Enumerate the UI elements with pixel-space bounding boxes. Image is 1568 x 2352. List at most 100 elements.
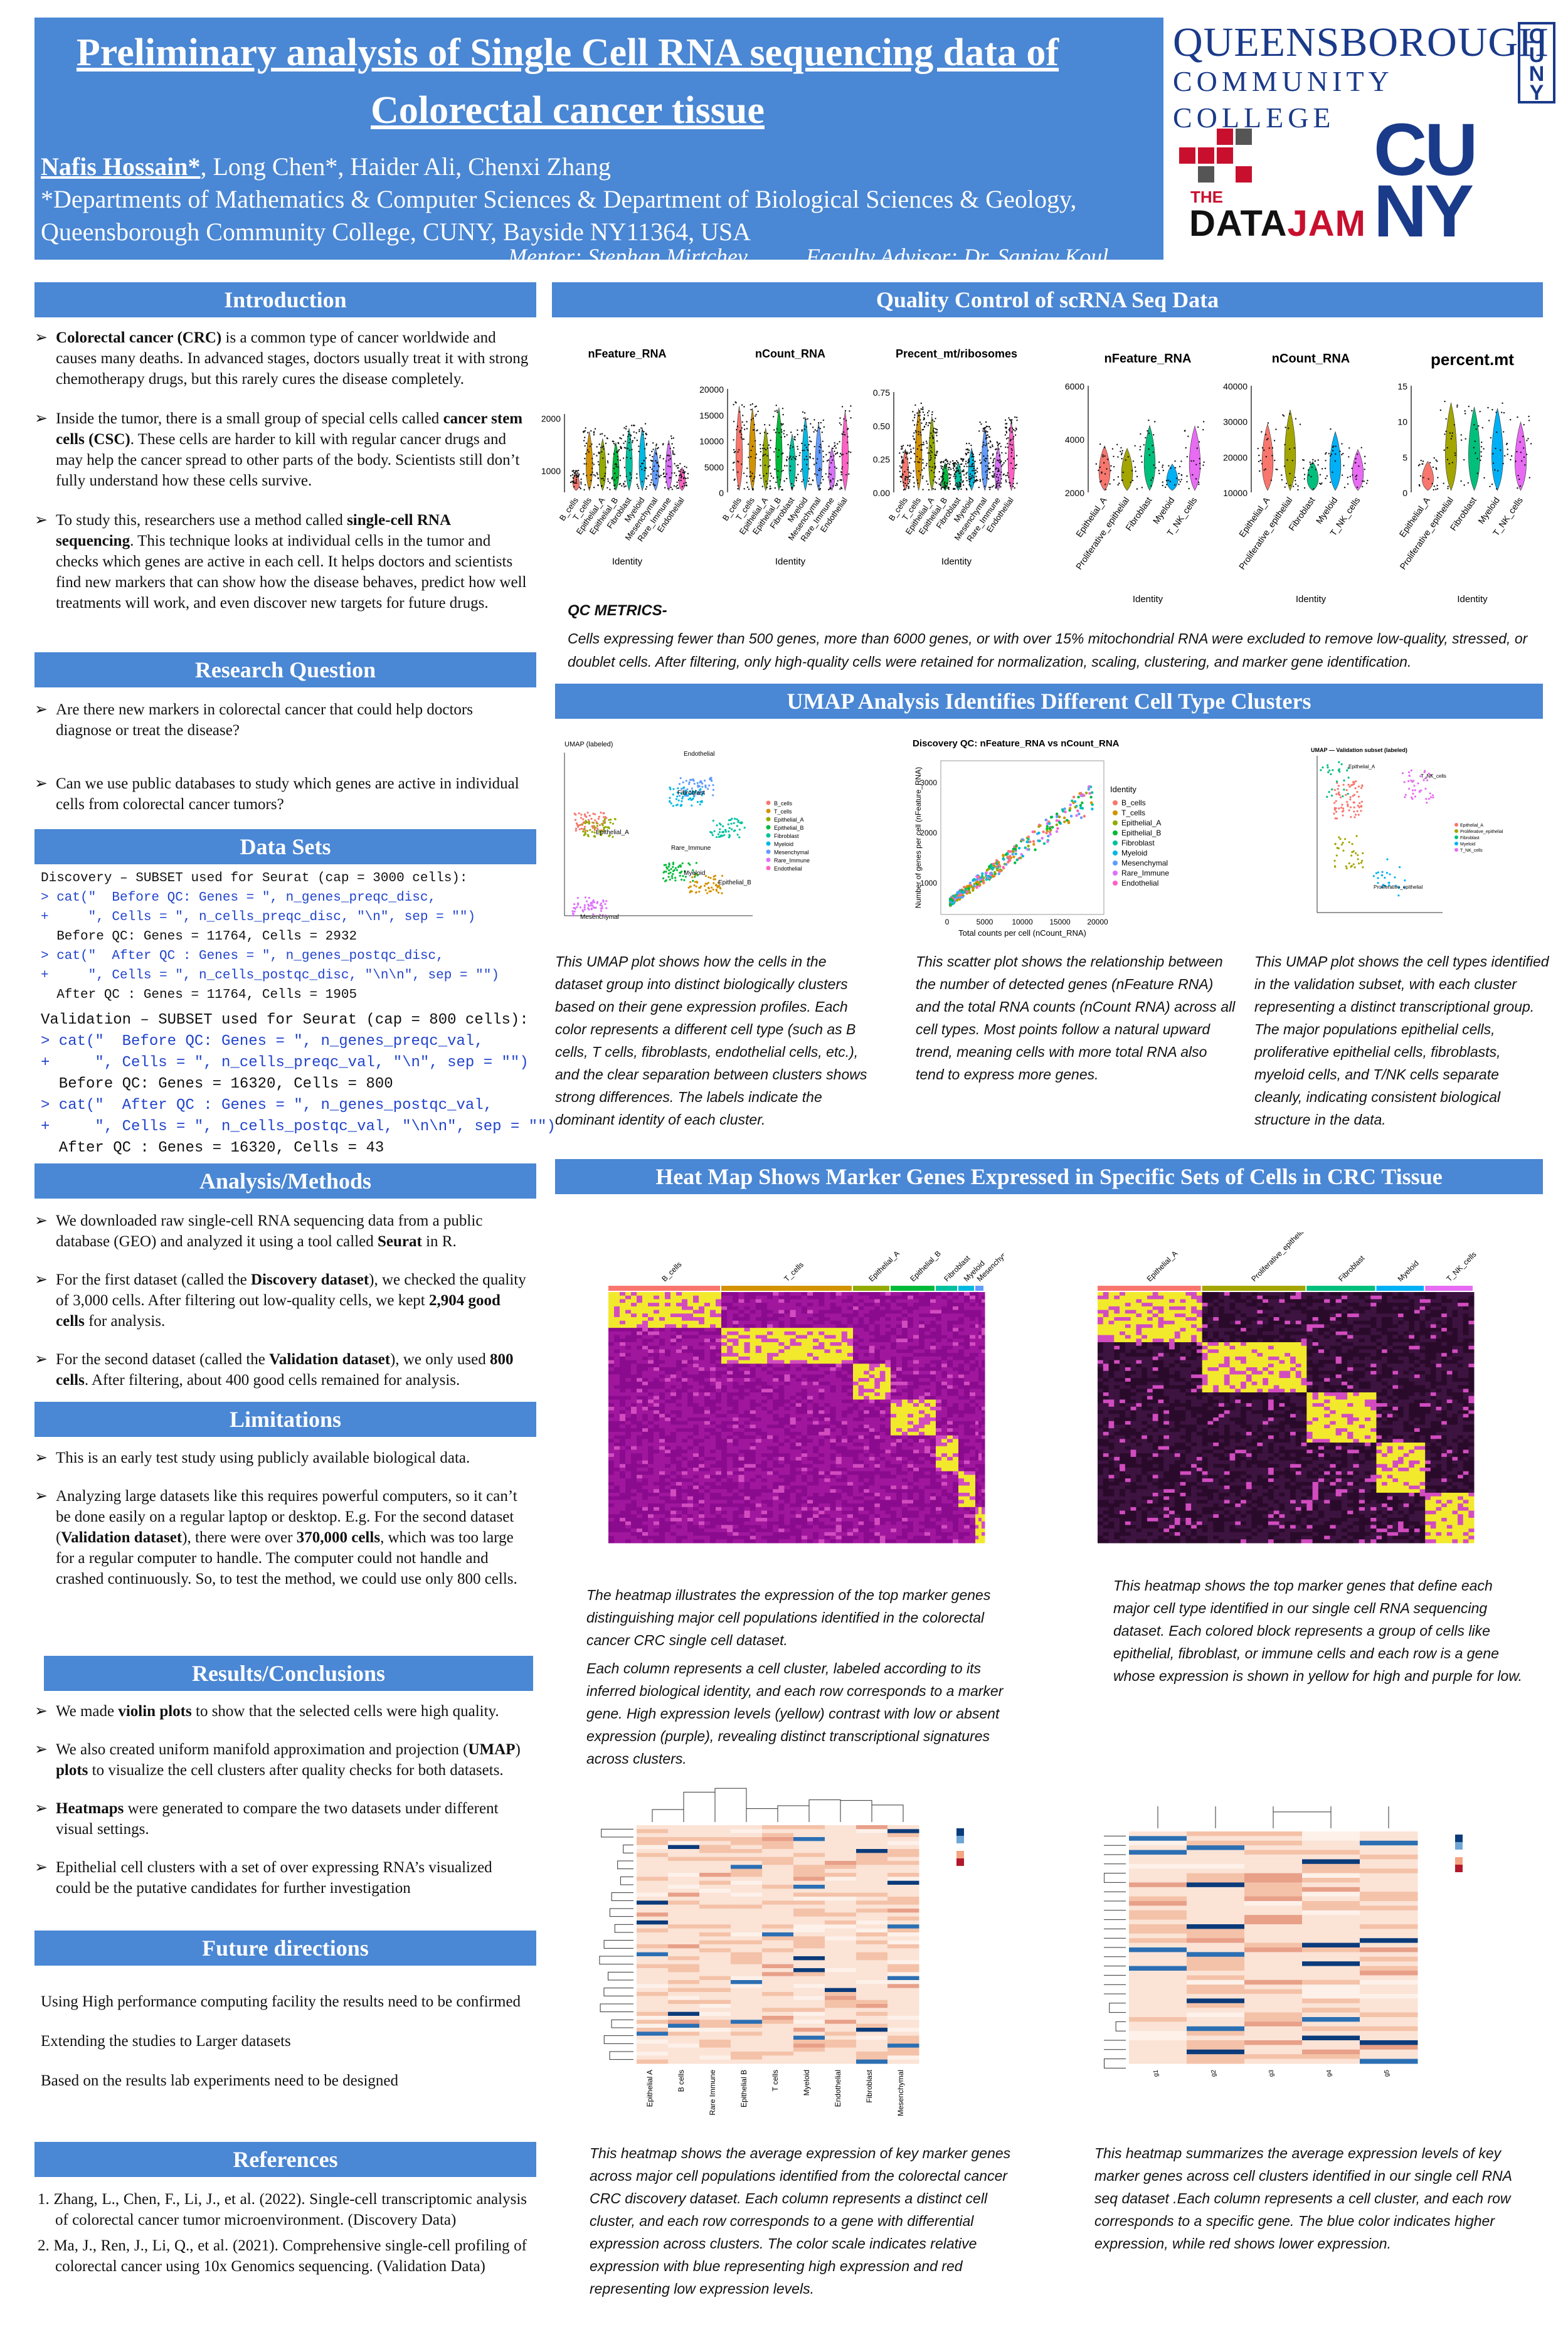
umap-point	[672, 805, 675, 807]
scatter-point	[977, 881, 980, 884]
heatmap-cell	[670, 1328, 677, 1332]
violin-point	[764, 424, 766, 426]
violin-point	[1335, 453, 1337, 455]
scatter-point	[993, 871, 997, 874]
heatmap-cell	[682, 1417, 688, 1422]
heatmap-cell	[648, 1331, 654, 1336]
violin-point	[967, 462, 970, 464]
violin-ytick: 40000	[1223, 381, 1248, 391]
heatmap-cell	[767, 1317, 773, 1322]
scatter-ytick: 2000	[920, 829, 937, 837]
heatmap-cell	[608, 1406, 615, 1411]
heatmap-cell	[637, 1428, 643, 1433]
violin-point	[840, 424, 842, 426]
heatmap-cell	[824, 1324, 830, 1328]
violin-point	[988, 442, 990, 444]
violin-point	[1527, 438, 1529, 440]
umap-point	[575, 829, 577, 832]
violin-point	[612, 476, 613, 479]
heatmap-cell	[654, 1443, 660, 1447]
reference-item: 1. Zhang, L., Chen, F., Li, J., et al. (…	[38, 2191, 527, 2228]
violin-point	[1495, 447, 1496, 450]
heatmap-cell	[687, 1342, 694, 1347]
violin-shape	[1352, 448, 1364, 491]
heatmap-cell	[738, 1306, 745, 1311]
heatmap-cell	[608, 1468, 615, 1472]
umap-point	[583, 908, 586, 911]
violin-point	[645, 488, 647, 490]
heatmap-cell	[835, 1353, 842, 1357]
umap2-point	[1352, 850, 1355, 852]
heatmap-cell	[687, 1324, 694, 1328]
heatmap-cell	[665, 1431, 671, 1436]
violin-point	[1364, 469, 1365, 470]
heatmap-cell	[654, 1471, 660, 1475]
violin-point	[815, 462, 818, 464]
violin-point	[805, 455, 807, 457]
violin-point	[1012, 429, 1015, 431]
heatmap-cell	[614, 1521, 620, 1525]
heatmap-cell	[648, 1406, 654, 1411]
heatmap-cell	[755, 1313, 762, 1318]
violin-point	[1010, 452, 1013, 454]
violin-xlabel: Identity	[1296, 594, 1327, 605]
scatter-point	[1027, 844, 1030, 848]
heatmap-cell	[670, 1435, 677, 1439]
violin-point	[940, 482, 942, 484]
violin-point	[1263, 469, 1265, 471]
umap-point	[691, 787, 693, 790]
heatmap-cell	[773, 1320, 779, 1325]
heatmap-cell	[648, 1446, 654, 1450]
heatmap-cell	[682, 1378, 688, 1382]
heatmap-cell	[824, 1345, 830, 1350]
heatmap-cell	[738, 1295, 745, 1300]
heatmap-cell	[625, 1535, 632, 1540]
heatmap-cell	[699, 1435, 705, 1439]
violin-point	[747, 443, 750, 445]
violin-ytick: 6000	[1065, 381, 1084, 391]
violin-point	[1367, 479, 1369, 482]
violin-point	[933, 479, 935, 481]
heatmap-cell	[654, 1414, 660, 1418]
heatmap-cell	[665, 1528, 671, 1533]
heatmap-cell	[710, 1428, 716, 1433]
heatmap-cell	[625, 1374, 632, 1379]
violin-point	[1007, 458, 1009, 460]
violin-point	[801, 480, 803, 483]
heatmap-cell	[693, 1514, 699, 1518]
heatmap-cell	[801, 1335, 808, 1339]
heatmap-cell	[761, 1349, 768, 1353]
violin-point	[968, 475, 971, 478]
violin-point	[904, 470, 906, 473]
violin-point	[940, 485, 942, 487]
code-line: Before QC: Genes = 11764, Cells = 2932	[41, 930, 358, 944]
violin-point	[1349, 475, 1352, 477]
heatmap-cell	[676, 1342, 682, 1347]
heatmap-cell	[687, 1353, 694, 1357]
violin-point	[828, 445, 830, 447]
heatmap-cell	[676, 1518, 682, 1522]
heatmap-cell	[676, 1364, 682, 1368]
umap-point	[691, 876, 694, 879]
heatmap-cell	[625, 1439, 632, 1443]
heatmap-cell	[614, 1310, 620, 1314]
violin-point	[931, 466, 933, 469]
heatmap-cell	[665, 1320, 671, 1325]
heatmap-cell	[654, 1478, 660, 1483]
violin-point	[1120, 453, 1123, 455]
violin-point	[983, 455, 985, 457]
analysis-bullet-b2: 800 cells	[56, 1351, 514, 1389]
violin-point	[923, 442, 924, 443]
violin-point	[935, 454, 938, 456]
violin-point	[1510, 458, 1512, 461]
heatmap-cell	[620, 1392, 626, 1397]
violin-point	[1491, 409, 1493, 411]
violin-point	[644, 448, 646, 450]
heatmap-cell	[659, 1389, 665, 1393]
violin-point	[750, 456, 752, 458]
heatmap-cell	[716, 1399, 722, 1404]
violin-point	[1152, 477, 1154, 479]
scatter-point	[997, 863, 1001, 866]
heatmap-cell	[727, 1338, 733, 1343]
violin-point	[971, 452, 973, 453]
